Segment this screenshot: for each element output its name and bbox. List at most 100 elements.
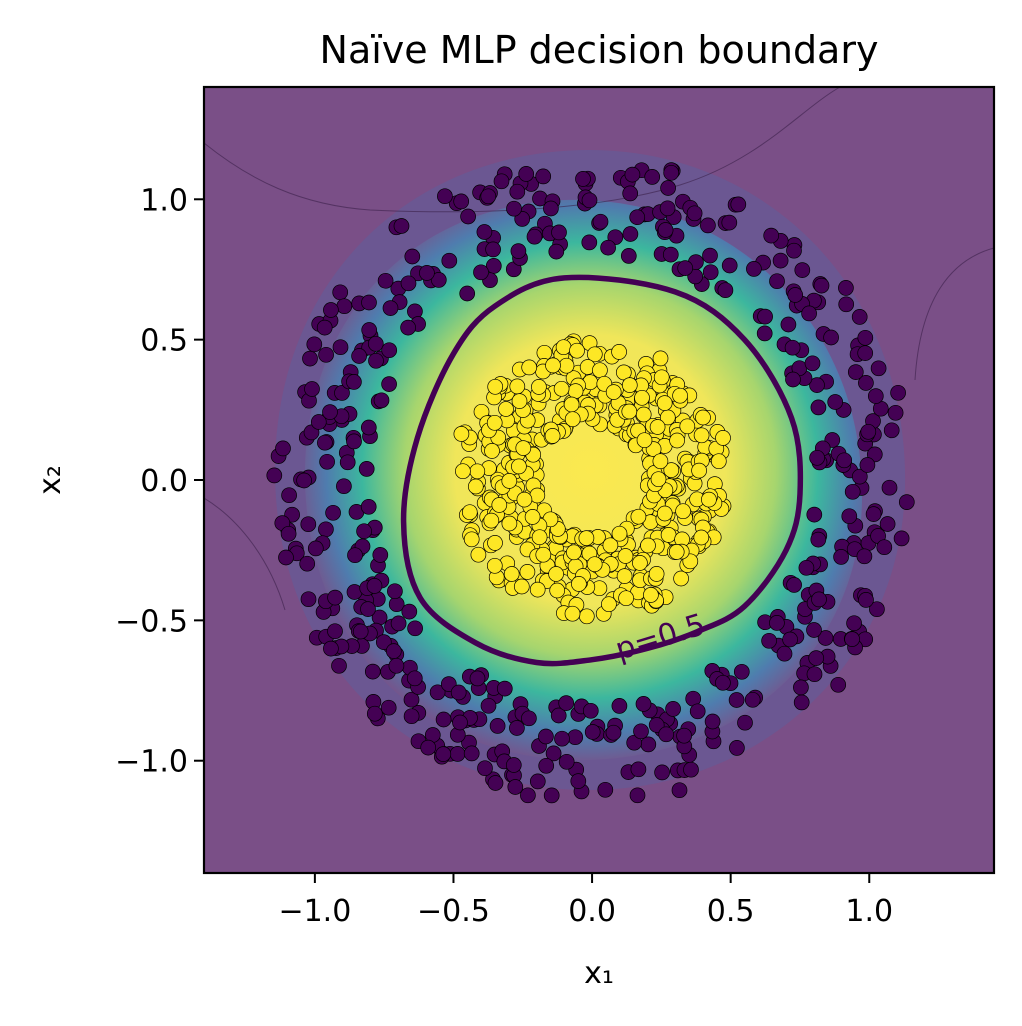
- outer-class-point: [435, 711, 452, 728]
- outer-class-point: [804, 355, 821, 372]
- outer-class-point: [772, 252, 789, 269]
- inner-class-point: [652, 453, 669, 470]
- outer-class-point: [346, 433, 362, 450]
- outer-class-point: [361, 294, 377, 311]
- outer-class-point: [605, 724, 622, 741]
- outer-class-point: [487, 775, 504, 791]
- outer-class-point: [358, 461, 375, 477]
- outer-class-point: [325, 504, 341, 521]
- outer-class-point: [801, 305, 817, 322]
- outer-class-point: [360, 601, 376, 617]
- outer-class-point: [477, 760, 493, 777]
- y-tick-label: 1.0: [140, 183, 188, 218]
- outer-class-point: [317, 434, 333, 451]
- outer-class-point: [377, 272, 394, 289]
- outer-class-point: [677, 260, 694, 276]
- outer-class-point: [847, 364, 864, 380]
- outer-class-point: [551, 224, 567, 241]
- inner-class-point: [487, 378, 504, 395]
- inner-class-point: [470, 546, 487, 563]
- outer-class-point: [435, 746, 452, 762]
- inner-class-point: [555, 339, 572, 356]
- inner-class-point: [701, 491, 717, 508]
- inner-class-point: [548, 566, 564, 582]
- inner-class-point: [564, 605, 581, 622]
- outer-class-point: [715, 674, 731, 691]
- outer-class-point: [780, 316, 797, 333]
- outer-class-point: [401, 603, 418, 620]
- inner-class-point: [501, 515, 518, 532]
- inner-class-point: [569, 342, 585, 359]
- inner-class-point: [592, 362, 608, 379]
- outer-class-point: [893, 530, 910, 547]
- outer-class-point: [302, 350, 318, 367]
- inner-class-point: [611, 344, 627, 360]
- outer-class-point: [518, 166, 535, 182]
- outer-class-point: [453, 193, 470, 210]
- outer-class-point: [665, 701, 681, 717]
- outer-class-point: [844, 631, 860, 647]
- inner-class-point: [715, 430, 731, 446]
- outer-class-point: [809, 377, 825, 393]
- outer-class-point: [558, 753, 575, 770]
- outer-class-point: [856, 548, 873, 565]
- outer-class-point: [450, 684, 467, 701]
- outer-class-point: [806, 622, 822, 638]
- outer-class-point: [761, 632, 777, 649]
- inner-class-point: [578, 530, 595, 546]
- outer-class-point: [582, 702, 599, 719]
- inner-class-point: [643, 587, 659, 603]
- inner-class-point: [578, 608, 595, 625]
- inner-class-point: [524, 509, 541, 525]
- outer-class-point: [890, 384, 906, 401]
- inner-class-point: [519, 564, 536, 580]
- outer-class-point: [366, 578, 383, 594]
- y-tick-label: −1.0: [115, 745, 188, 780]
- outer-class-point: [400, 275, 417, 292]
- outer-class-point: [844, 483, 861, 500]
- inner-class-point: [515, 440, 532, 456]
- inner-class-point: [531, 379, 547, 395]
- inner-class-point: [669, 432, 685, 449]
- outer-class-point: [869, 601, 885, 618]
- outer-class-point: [550, 707, 567, 724]
- outer-class-point: [278, 549, 294, 566]
- outer-class-point: [366, 705, 383, 722]
- inner-class-point: [632, 555, 648, 571]
- x-tick-label: 0.0: [568, 894, 616, 929]
- outer-class-point: [332, 284, 349, 301]
- outer-class-point: [879, 516, 896, 532]
- outer-class-point: [763, 227, 780, 244]
- outer-class-point: [332, 339, 349, 356]
- outer-class-point: [776, 645, 793, 662]
- outer-class-point: [857, 329, 874, 346]
- outer-class-point: [836, 452, 853, 469]
- inner-class-point: [679, 418, 696, 435]
- inner-class-point: [516, 491, 533, 508]
- outer-class-point: [304, 381, 320, 397]
- inner-class-point: [640, 537, 656, 554]
- inner-class-point: [656, 395, 673, 411]
- outer-class-point: [476, 224, 493, 240]
- outer-class-point: [319, 453, 335, 470]
- outer-class-point: [787, 287, 804, 303]
- outer-class-point: [387, 583, 403, 600]
- inner-class-point: [566, 544, 582, 561]
- outer-class-point: [806, 506, 823, 523]
- outer-class-point: [543, 200, 559, 217]
- outer-class-point: [630, 761, 647, 778]
- outer-class-point: [509, 183, 526, 200]
- outer-class-point: [683, 761, 699, 778]
- inner-class-point: [636, 432, 653, 449]
- outer-class-point: [700, 217, 716, 234]
- outer-class-point: [367, 335, 384, 352]
- outer-class-point: [419, 265, 435, 281]
- outer-class-point: [281, 487, 297, 504]
- contour-thin-line-lower-left: [204, 497, 286, 611]
- outer-class-point: [521, 710, 537, 727]
- outer-class-point: [865, 506, 882, 522]
- inner-class-point: [503, 566, 520, 582]
- inner-class-point: [483, 512, 500, 529]
- outer-class-point: [769, 615, 785, 631]
